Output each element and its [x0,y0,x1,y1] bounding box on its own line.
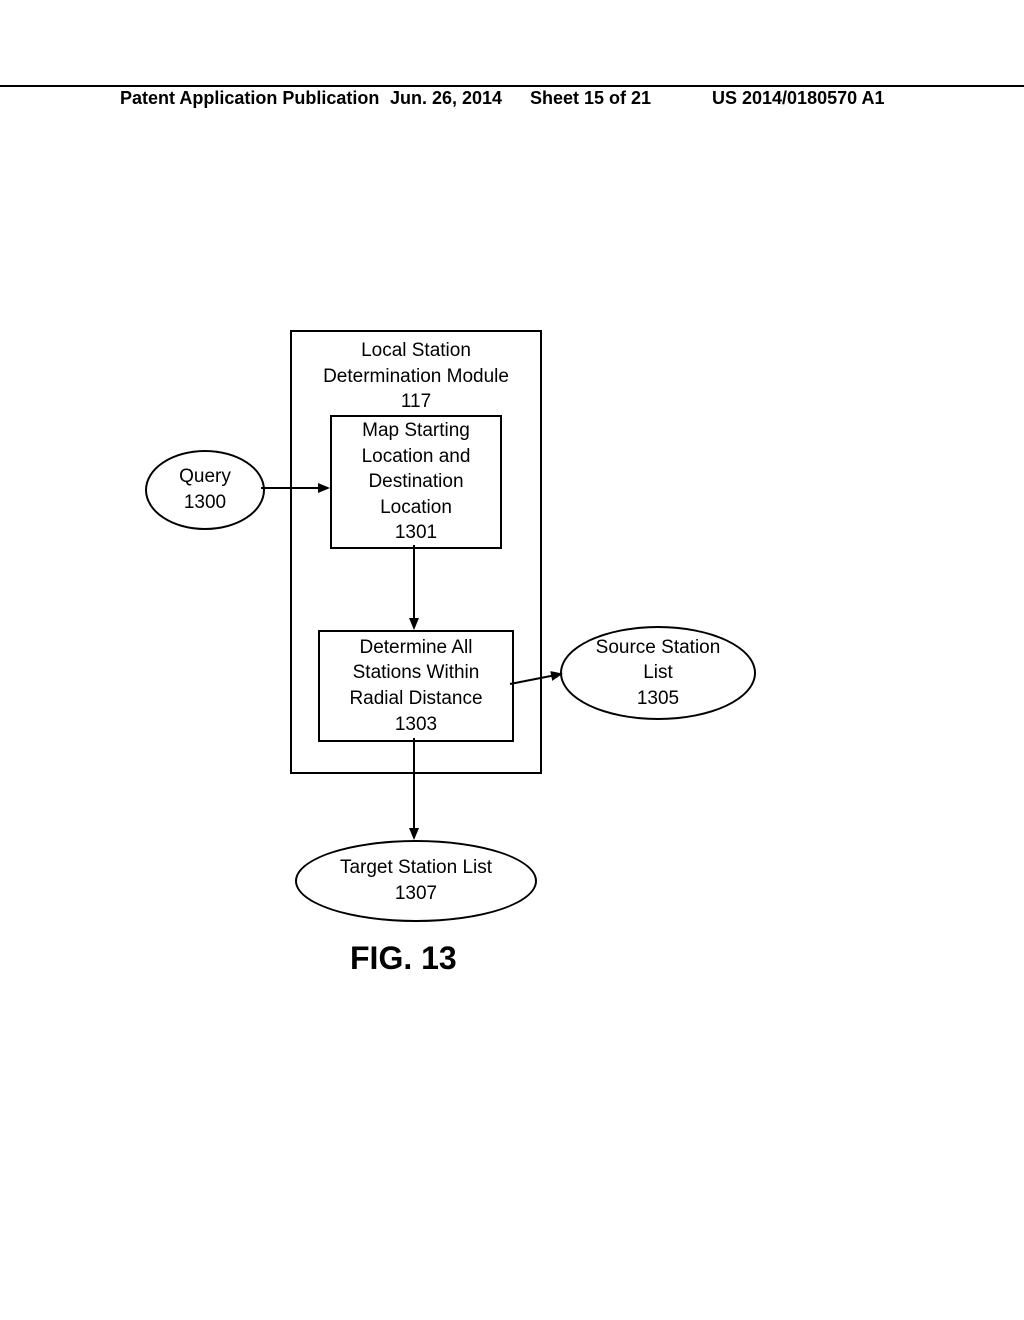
node-step1-label: Map StartingLocation andDestinationLocat… [362,418,471,546]
figure-label: FIG. 13 [350,940,457,977]
header-pubnum: US 2014/0180570 A1 [712,88,884,109]
node-target-list-label: Target Station List1307 [340,855,492,906]
node-query-label: Query1300 [179,464,231,515]
node-target-list: Target Station List1307 [295,840,537,922]
header-date: Jun. 26, 2014 [390,88,502,109]
node-source-list: Source StationList1305 [560,626,756,720]
header-rule [0,85,1024,87]
module-title: Local StationDetermination Module117 [292,338,540,415]
header-publication-type: Patent Application Publication [120,88,379,109]
node-source-list-label: Source StationList1305 [596,635,721,712]
header-sheet: Sheet 15 of 21 [530,88,651,109]
node-query: Query1300 [145,450,265,530]
flowchart-diagram: Local StationDetermination Module117 Que… [145,330,885,990]
node-step1: Map StartingLocation andDestinationLocat… [330,415,502,549]
node-step2-label: Determine AllStations WithinRadial Dista… [349,635,482,738]
node-step2: Determine AllStations WithinRadial Dista… [318,630,514,742]
